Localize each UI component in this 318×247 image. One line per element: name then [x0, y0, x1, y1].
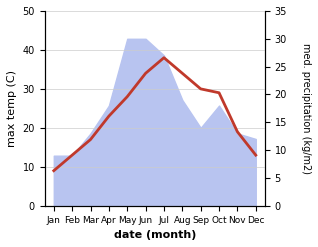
X-axis label: date (month): date (month): [114, 230, 196, 240]
Y-axis label: med. precipitation (kg/m2): med. precipitation (kg/m2): [301, 43, 311, 174]
Y-axis label: max temp (C): max temp (C): [7, 70, 17, 147]
